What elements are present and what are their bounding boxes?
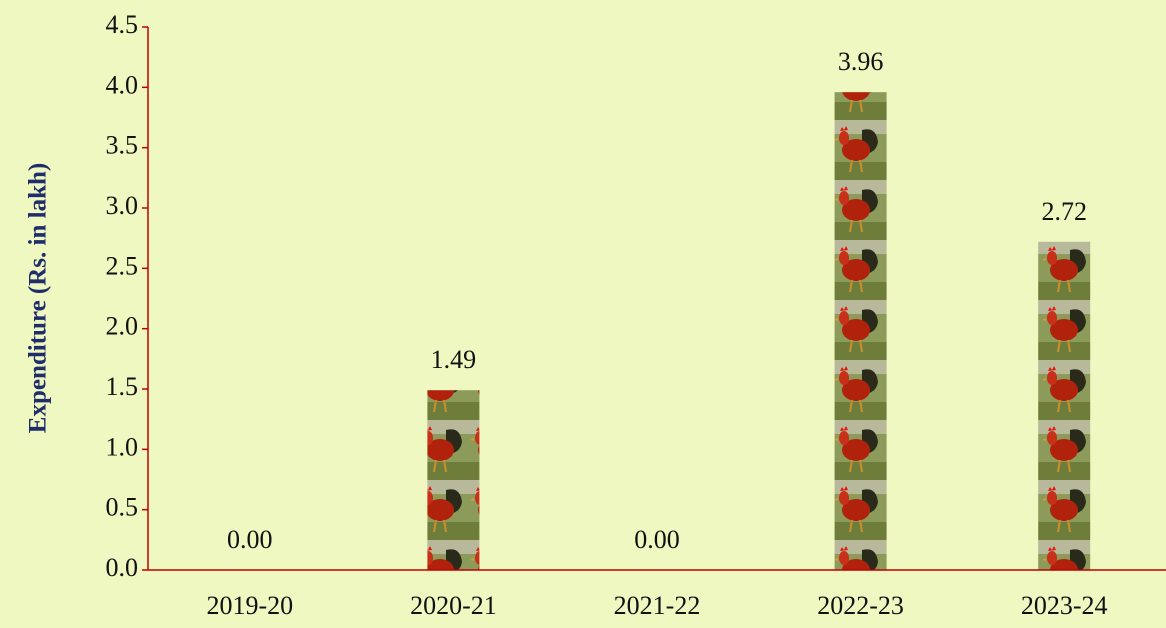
y-tick-label: 3.0	[106, 191, 139, 220]
x-tick-label: 2021-22	[614, 591, 701, 620]
y-axis-title: Expenditure (Rs. in lakh)	[25, 163, 52, 433]
y-tick-label: 1.0	[106, 432, 139, 461]
x-tick-label: 2023-24	[1021, 591, 1108, 620]
x-tick-label: 2020-21	[410, 591, 497, 620]
y-tick-label: 3.5	[106, 131, 139, 160]
bar	[834, 92, 887, 570]
bar	[427, 390, 480, 570]
y-tick-label: 0.0	[106, 553, 139, 582]
x-tick-label: 2022-23	[817, 591, 904, 620]
value-label: 3.96	[838, 47, 884, 76]
y-tick-label: 4.5	[106, 10, 139, 39]
y-tick-label: 4.0	[106, 70, 139, 99]
x-tick-label: 2019-20	[206, 591, 293, 620]
value-label: 0.00	[227, 525, 273, 554]
y-tick-label: 0.5	[106, 493, 139, 522]
y-tick-label: 2.0	[106, 312, 139, 341]
y-tick-label: 2.5	[106, 251, 139, 280]
y-tick-label: 1.5	[106, 372, 139, 401]
value-label: 2.72	[1041, 197, 1087, 226]
value-label: 0.00	[634, 525, 680, 554]
value-label: 1.49	[431, 345, 477, 374]
bar	[1038, 241, 1091, 570]
